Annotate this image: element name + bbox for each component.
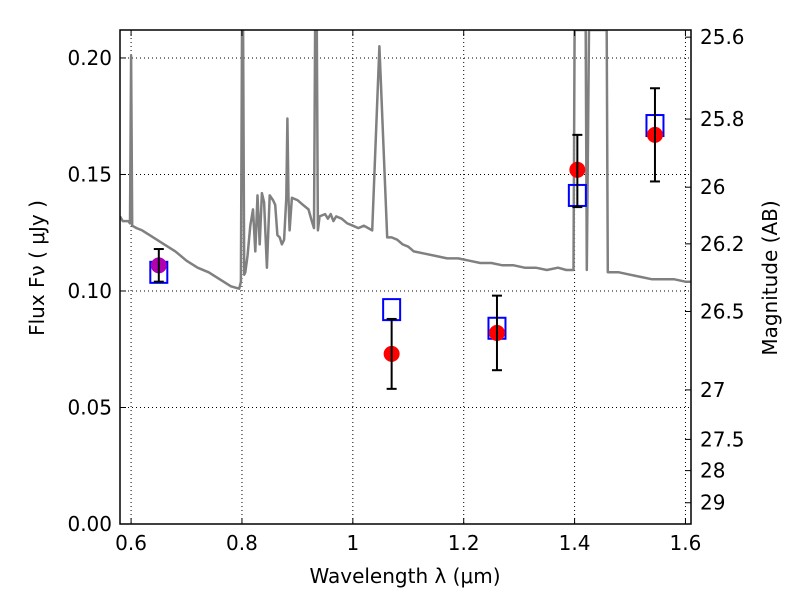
right-tick-label: 29 [700,491,725,515]
y-tick-labels: 0.00 0.05 0.10 0.15 0.20 [67,46,112,536]
y-tick-label: 0.05 [67,395,112,419]
spectrum-layer [120,30,691,290]
x-axis-label: Wavelength λ (μm) [309,564,500,588]
y-tick-label: 0.00 [67,512,112,536]
right-tick-label: 26.5 [700,299,745,323]
x-tick-labels: 0.6 0.8 1 1.2 1.4 1.6 [115,531,701,555]
y-tick-label: 0.10 [67,279,112,303]
x-tick-label: 0.6 [115,531,147,555]
right-tick-labels: 25.6 25.8 26 26.2 26.5 27 27.5 28 29 [700,25,745,515]
right-tick-label: 28 [700,459,725,483]
right-tick-label: 25.8 [700,107,745,131]
points-layer [149,87,665,390]
right-tick-label: 26.2 [700,232,745,256]
right-tick-label: 27.5 [700,427,745,451]
model-spectrum-line [120,30,691,290]
x-tick-label: 1.4 [559,531,591,555]
x-tick-label: 1.6 [670,531,702,555]
right-tick-label: 25.6 [700,25,745,49]
x-tick-label: 0.8 [226,531,258,555]
right-tick-label: 27 [700,378,725,402]
y-axis-label: Flux Fν ( μJy ) [25,200,49,336]
axis-ticks [120,30,691,525]
x-tick-label: 1.2 [448,531,480,555]
plot-background [120,30,691,524]
y-tick-label: 0.15 [67,162,112,186]
right-tick-label: 26 [700,175,725,199]
right-axis-label: Magnitude (AB) [758,200,782,355]
x-tick-label: 1 [346,531,359,555]
plot-frame [119,29,692,525]
y-tick-label: 0.20 [67,46,112,70]
